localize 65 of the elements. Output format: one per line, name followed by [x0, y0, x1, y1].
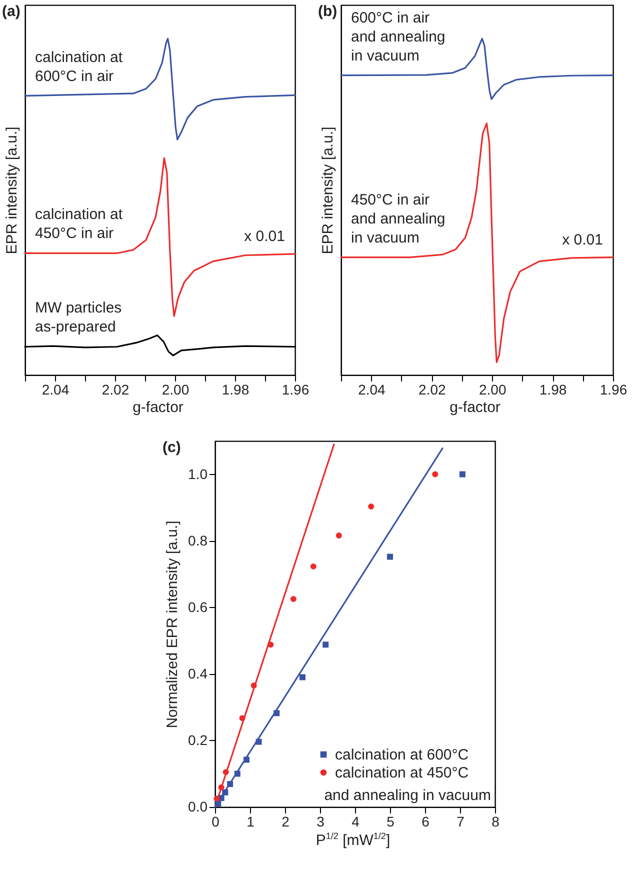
- point: [222, 769, 229, 776]
- series-label: 600°C in air and annealing in vacuum: [351, 9, 446, 64]
- y-axis-title: EPR intensity [a.u.]: [4, 126, 20, 254]
- point: [214, 796, 220, 802]
- x-tick-label: 7: [456, 814, 465, 830]
- x-tick-label: 5: [386, 814, 395, 830]
- x-tick-label: 1.98: [222, 382, 250, 398]
- x-axis-title: g-factor: [450, 399, 500, 416]
- series-label: MW particles as-prepared: [35, 300, 122, 336]
- chart-title: (b): [318, 3, 338, 20]
- y-tick-label: 1.0: [188, 466, 208, 482]
- series-label: calcination at 450°C in air: [35, 206, 124, 242]
- point: [290, 596, 296, 602]
- point: [244, 756, 250, 763]
- point: [227, 781, 234, 788]
- point: [250, 682, 257, 689]
- x-tick-label: 4: [352, 814, 360, 830]
- chart-title: (a): [2, 3, 20, 20]
- x-tick-label: 6: [422, 814, 430, 830]
- x-tick-label: 3: [316, 814, 325, 830]
- x-tick-label: 2.00: [162, 382, 190, 398]
- point: [459, 471, 466, 478]
- x-tick-label: 2.00: [478, 382, 506, 398]
- point: [239, 715, 246, 722]
- y-tick-label: 0.6: [188, 598, 208, 615]
- x-tick-label: 2.04: [42, 382, 70, 398]
- x-tick-label: 0: [212, 814, 220, 830]
- point: [322, 642, 329, 648]
- point: [274, 710, 280, 716]
- y-tick-label: 0.4: [188, 665, 208, 682]
- series-label: calcination at 600°C in air: [35, 48, 124, 85]
- x-axis-title: P$^{1/2}$ [mW$^{1/2}$]: [316, 831, 390, 849]
- y-tick-label: 0.2: [188, 732, 208, 748]
- y-axis-title: Normalized EPR intensity [a.u.]: [164, 520, 182, 728]
- annotation: x 0.01: [244, 228, 285, 245]
- point: [368, 504, 374, 510]
- series-label: 450°C in air and annealing in vacuum: [351, 191, 446, 246]
- point: [336, 532, 342, 538]
- chart-title: (c): [162, 439, 181, 456]
- point: [222, 789, 228, 796]
- x-tick-label: 1.96: [600, 382, 628, 398]
- point: [218, 784, 224, 790]
- x-tick-label: 8: [492, 814, 500, 830]
- point: [387, 554, 393, 560]
- x-tick-label: 2.02: [102, 382, 130, 398]
- point: [310, 563, 316, 570]
- x-tick-label: 1: [246, 814, 255, 830]
- point: [234, 770, 240, 777]
- x-tick-label: 1.96: [282, 382, 310, 398]
- point: [432, 471, 438, 478]
- point: [256, 738, 262, 745]
- y-tick-label: 0.8: [188, 532, 208, 548]
- annotation: and annealing in vacuum: [324, 787, 491, 804]
- legend-label: calcination at 600°C: [335, 746, 469, 764]
- x-tick-label: 2.04: [358, 382, 386, 398]
- y-axis-title: EPR intensity [a.u.]: [320, 126, 336, 254]
- x-tick-label: 1.98: [539, 382, 567, 398]
- y-tick-label: 0.0: [188, 798, 208, 814]
- x-tick-label: 2: [282, 814, 290, 830]
- x-tick-label: 2.02: [418, 382, 446, 398]
- legend-label: calcination at 450°C: [335, 764, 469, 782]
- point: [300, 674, 306, 680]
- annotation: x 0.01: [562, 231, 603, 248]
- x-axis-title: g-factor: [132, 399, 184, 416]
- point: [268, 642, 274, 648]
